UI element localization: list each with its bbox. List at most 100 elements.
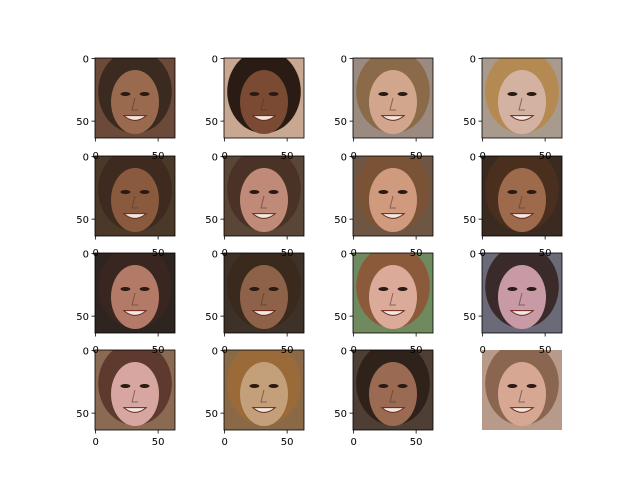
left-eye (249, 384, 260, 388)
face-panel-4: 0 50 (463, 55, 563, 142)
right-eye (268, 384, 279, 388)
left-eye (507, 384, 518, 388)
axes-frame (481, 155, 563, 237)
face-panel-9: 0 50 (76, 250, 176, 337)
x-tick-label: 50 (152, 437, 165, 448)
nose (260, 195, 267, 209)
nose (518, 292, 525, 306)
face-image (224, 253, 304, 333)
face-image (224, 350, 304, 430)
face-shape (369, 265, 417, 329)
face-shape (498, 168, 546, 232)
left-eye (507, 287, 518, 291)
nose (518, 389, 525, 403)
left-eye (120, 92, 131, 96)
x-tick-label-overlap: 50 (281, 151, 294, 162)
face-shape (111, 362, 159, 426)
face-shape (369, 168, 417, 232)
face-panel-1: 0 50 (76, 55, 176, 142)
mouth (380, 310, 406, 316)
y-tick-label: 0 (341, 250, 347, 261)
face-shape (369, 362, 417, 426)
y-tick-label: 50 (76, 409, 89, 420)
face-panel-5: 0 50 (76, 153, 176, 240)
x-tick-label-overlap: 50 (410, 248, 423, 259)
face-image (224, 58, 304, 138)
mouth (509, 310, 535, 316)
y-tick-label: 50 (205, 117, 218, 128)
face-shape (111, 265, 159, 329)
y-tick-label: 0 (212, 347, 218, 358)
face-image (95, 156, 175, 236)
face-panel-11: 0 50 (334, 250, 434, 337)
right-eye (526, 384, 537, 388)
mouth (509, 407, 535, 413)
mouth (251, 213, 277, 219)
left-eye (120, 384, 131, 388)
mouth (509, 115, 535, 121)
x-tick-label-overlap: 50 (152, 248, 165, 259)
face-shape (111, 70, 159, 134)
x-tick-label-overlap: 50 (281, 248, 294, 259)
panels: 0500500500500500500500500500500500500500… (76, 55, 563, 448)
face-image (482, 350, 562, 430)
y-tick-label: 0 (341, 153, 347, 164)
x-tick-label-overlap: 0 (221, 248, 227, 259)
x-tick-label-overlap: 50 (410, 151, 423, 162)
left-eye (378, 190, 389, 194)
face-image (482, 58, 562, 138)
y-tick-label: 0 (470, 250, 476, 261)
nose (389, 195, 396, 209)
y-tick-label: 0 (83, 55, 89, 66)
y-tick-label: 50 (76, 215, 89, 226)
x-tick-label-overlap: 0 (350, 248, 356, 259)
face-image (353, 58, 433, 138)
nose (260, 97, 267, 111)
nose (131, 292, 138, 306)
y-tick-label: 0 (341, 347, 347, 358)
axes-frame (94, 155, 176, 237)
face-image (95, 350, 175, 430)
x-tick-label-overlap: 50 (281, 345, 294, 356)
y-tick-label: 50 (205, 215, 218, 226)
x-tick-label: 50 (410, 437, 423, 448)
mouth (380, 115, 406, 121)
face-panel-8: 0 50 (463, 153, 563, 240)
face-panel-3: 0 50 (334, 55, 434, 142)
face-image (482, 253, 562, 333)
mouth (122, 310, 148, 316)
face-shape (498, 362, 546, 426)
x-tick-label: 50 (281, 437, 294, 448)
left-eye (378, 92, 389, 96)
x-tick-label-overlap: 50 (152, 345, 165, 356)
axes-frame (352, 252, 434, 334)
x-tick-label-overlap: 0 (479, 248, 485, 259)
right-eye (139, 287, 150, 291)
face-panel-16 (482, 350, 562, 430)
right-eye (397, 384, 408, 388)
face-panel-13: 0 50 0 50 (76, 347, 176, 448)
mouth (122, 213, 148, 219)
axes-frame (94, 349, 176, 431)
face-image (353, 156, 433, 236)
axes-frame (223, 155, 305, 237)
right-eye (268, 190, 279, 194)
right-eye (268, 287, 279, 291)
axes-frame (223, 57, 305, 139)
nose (131, 389, 138, 403)
face-shape (240, 168, 288, 232)
face-panel-6: 0 50 (205, 153, 305, 240)
mouth (251, 115, 277, 121)
y-tick-label: 50 (463, 215, 476, 226)
x-tick-label-overlap: 0 (221, 151, 227, 162)
face-image (224, 156, 304, 236)
right-eye (139, 92, 150, 96)
face-panel-10: 0 50 (205, 250, 305, 337)
nose (389, 389, 396, 403)
x-tick-label-overlap: 0 (479, 151, 485, 162)
mouth (251, 407, 277, 413)
axes-frame (352, 57, 434, 139)
axes-frame (352, 349, 434, 431)
y-tick-label: 50 (463, 117, 476, 128)
